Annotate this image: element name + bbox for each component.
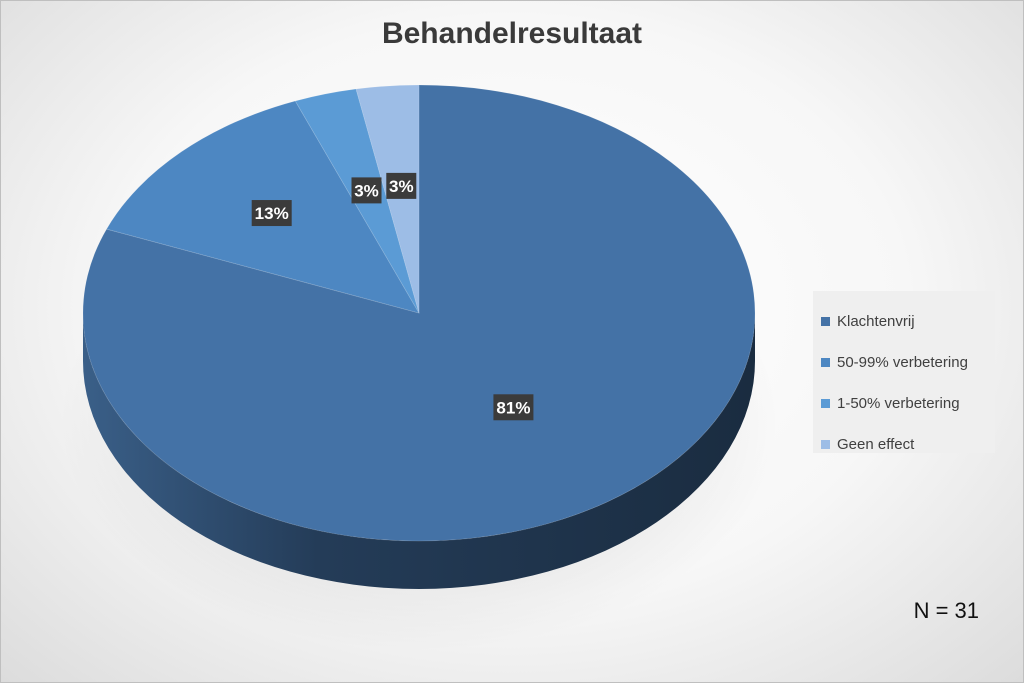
- chart-title: Behandelresultaat: [381, 17, 643, 50]
- legend-item-geen-effect: Geen effect: [821, 424, 995, 465]
- data-label-text: 81%: [496, 398, 530, 417]
- legend-item-50-99: 50-99% verbetering: [821, 342, 995, 383]
- data-label-box: [386, 172, 417, 199]
- pie-slice-geen-effect: [355, 84, 420, 314]
- data-label-text: 3%: [354, 181, 379, 200]
- data-label-50-99-verbetering: 13%: [251, 200, 292, 227]
- legend-swatch: [821, 399, 830, 408]
- data-label-box: [251, 200, 292, 227]
- legend-label: Klachtenvrij: [837, 313, 915, 330]
- legend-label: 50-99% verbetering: [837, 354, 968, 371]
- legend-swatch: [821, 358, 830, 367]
- sample-size-note: N = 31: [913, 598, 979, 623]
- data-label-text: 13%: [255, 204, 289, 223]
- data-label-klachtenvrij: 81%: [493, 394, 534, 421]
- legend-item-klachtenvrij: Klachtenvrij: [821, 301, 995, 342]
- legend-swatch: [821, 317, 830, 326]
- data-label-text: 3%: [389, 177, 414, 196]
- data-label-box: [351, 177, 382, 204]
- legend-item-1-50: 1-50% verbetering: [821, 383, 995, 424]
- legend: Klachtenvrij 50-99% verbetering 1-50% ve…: [813, 291, 995, 453]
- data-label-box: [493, 394, 534, 421]
- pie-slice-klachtenvrij: [82, 84, 756, 542]
- data-label-1-50-verbetering: 3%: [351, 177, 382, 204]
- data-label-geen-effect: 3%: [386, 172, 417, 199]
- pie-side-wall: [83, 313, 755, 589]
- legend-label: 1-50% verbetering: [837, 395, 960, 412]
- legend-swatch: [821, 440, 830, 449]
- legend-label: Geen effect: [837, 436, 915, 453]
